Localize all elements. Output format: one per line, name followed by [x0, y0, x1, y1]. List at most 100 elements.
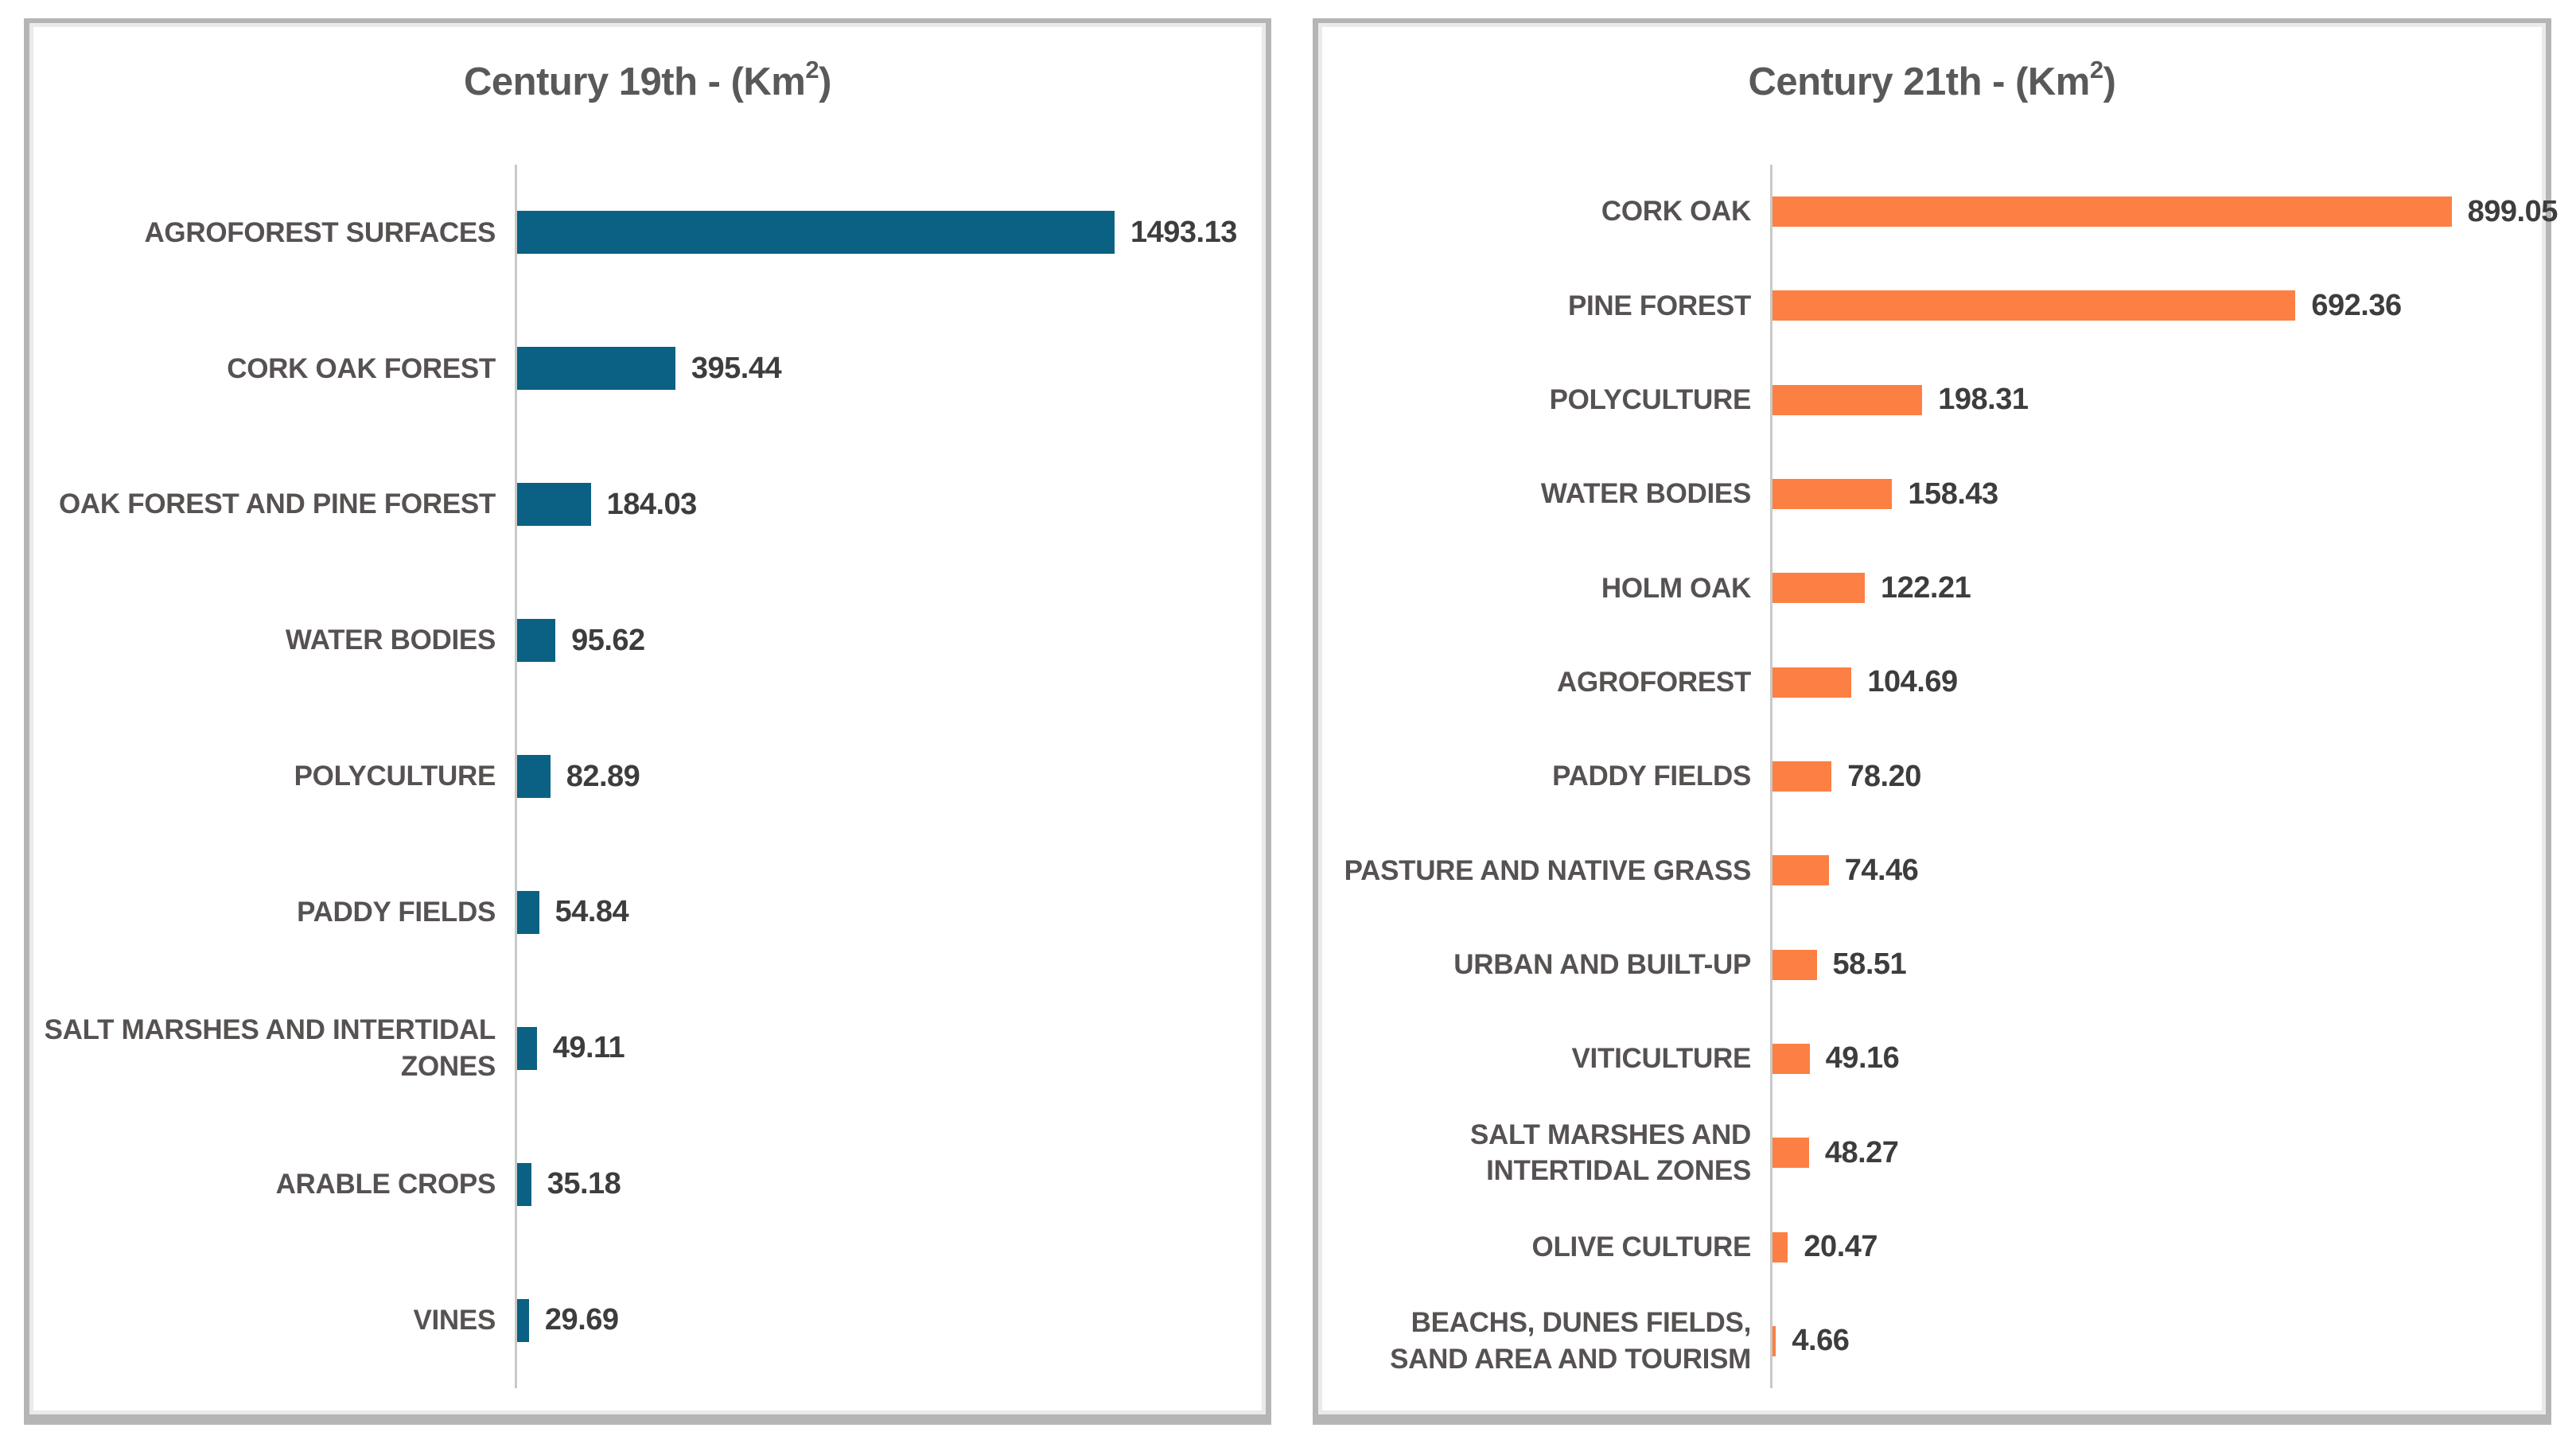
value-label: 54.84: [555, 895, 629, 929]
category-label: CORK OAK FOREST: [227, 352, 496, 384]
bar-row: HOLM OAK 122.21: [1328, 541, 2533, 635]
value-label: 82.89: [566, 759, 640, 793]
bar-track: 35.18: [515, 1116, 1253, 1252]
value-label: 29.69: [544, 1303, 619, 1337]
bar-row: BEACHS, DUNES FIELDS, SAND AREA AND TOUR…: [1328, 1294, 2533, 1388]
bar-row: CORK OAK 899.05: [1328, 165, 2558, 259]
bar-track: 122.21: [1770, 541, 2533, 635]
bar-track: 58.51: [1770, 918, 2533, 1012]
category-label: WATER BODIES: [1540, 478, 1751, 510]
value-label: 35.18: [547, 1167, 621, 1201]
bar-track: 49.11: [515, 980, 1253, 1116]
category-label: WATER BODIES: [285, 624, 496, 656]
chart-title-suffix: ): [819, 60, 831, 103]
bar: [1772, 949, 1817, 980]
value-label: 692.36: [2311, 288, 2402, 322]
category-label: URBAN AND BUILT-UP: [1453, 948, 1751, 980]
bar: [517, 1162, 531, 1206]
bar-row: WATER BODIES 95.62: [39, 573, 1253, 709]
bar-track: 198.31: [1770, 353, 2533, 447]
value-label: 104.69: [1867, 665, 1958, 699]
bar: [517, 755, 551, 798]
bar-track: 104.69: [1770, 636, 2533, 729]
chart-title-suffix: ): [2103, 60, 2116, 103]
bar: [1772, 479, 1893, 510]
bar-track: 20.47: [1770, 1200, 2533, 1294]
bar: [1772, 290, 2296, 321]
bar: [517, 483, 591, 527]
value-label: 122.21: [1881, 570, 1971, 605]
category-label: HOLM OAK: [1601, 572, 1751, 604]
category-label: SALT MARSHES AND INTERTIDAL ZONES: [44, 1014, 496, 1082]
value-label: 184.03: [606, 487, 698, 521]
bar-track: 899.05: [1770, 165, 2558, 259]
category-axis-line: [1770, 165, 1772, 1388]
value-label: 1493.13: [1130, 215, 1237, 249]
bar-row: POLYCULTURE 82.89: [39, 709, 1253, 845]
bar-row: OAK FOREST AND PINE FOREST 184.03: [39, 437, 1253, 573]
plot-area-century-19: AGROFOREST SURFACES 1493.13 CORK OAK FORES…: [39, 165, 1253, 1388]
bar: [517, 619, 556, 663]
bar-track: 95.62: [515, 573, 1253, 709]
value-label: 49.16: [1825, 1041, 1900, 1076]
bar-row: PINE FOREST 692.36: [1328, 259, 2533, 352]
bar-track: 74.46: [1770, 823, 2533, 917]
bar-track: 49.16: [1770, 1012, 2533, 1106]
category-axis-line: [515, 165, 517, 1388]
value-label: 58.51: [1832, 947, 1907, 982]
chart-title-century-19: Century 19th - (Km2): [29, 57, 1266, 104]
bar: [1772, 384, 1923, 415]
title-unit-superscript: 2: [805, 55, 819, 84]
bar: [517, 347, 675, 391]
bar-track: 395.44: [515, 301, 1253, 437]
value-label: 74.46: [1844, 853, 1919, 887]
bar: [1772, 1231, 1788, 1262]
bar-row: VINES 29.69: [39, 1252, 1253, 1388]
bar-row: AGROFOREST 104.69: [1328, 636, 2533, 729]
category-label: CORK OAK: [1601, 196, 1751, 228]
value-label: 49.11: [552, 1031, 625, 1065]
category-label: VINES: [413, 1304, 496, 1336]
value-label: 48.27: [1824, 1135, 1899, 1169]
bar-track: 48.27: [1770, 1106, 2533, 1200]
value-label: 95.62: [571, 623, 645, 657]
bar-track: 184.03: [515, 437, 1253, 573]
chart-title-text: Century 19th - (Km: [464, 60, 806, 103]
bar-row: ARABLE CROPS 35.18: [39, 1116, 1253, 1252]
bar-row: PASTURE AND NATIVE GRASS 74.46: [1328, 823, 2533, 917]
bar-track: 158.43: [1770, 447, 2533, 541]
bar-track: 78.20: [1770, 729, 2533, 823]
bar-row: PADDY FIELDS 78.20: [1328, 729, 2533, 823]
bar-row: AGROFOREST SURFACES 1493.13: [39, 165, 1253, 301]
bar-track: 1493.13: [515, 165, 1253, 301]
category-label: VITICULTURE: [1571, 1043, 1752, 1075]
category-label: POLYCULTURE: [294, 761, 496, 792]
bar: [1772, 855, 1829, 886]
bar-track: 4.66: [1770, 1294, 2533, 1388]
category-label: AGROFOREST SURFACES: [144, 216, 496, 248]
bar-row: WATER BODIES 158.43: [1328, 447, 2533, 541]
category-label: PADDY FIELDS: [297, 897, 496, 928]
value-label: 899.05: [2467, 194, 2558, 228]
bar-row: CORK OAK FOREST 395.44: [39, 301, 1253, 437]
bar: [1772, 667, 1852, 698]
bar-track: 692.36: [1770, 259, 2533, 352]
category-label: AGROFOREST: [1557, 666, 1751, 698]
bar-row: SALT MARSHES AND INTERTIDAL ZONES 49.11: [39, 980, 1253, 1116]
bar: [1772, 1325, 1776, 1356]
category-label: SALT MARSHES AND INTERTIDAL ZONES: [1470, 1118, 1751, 1187]
value-label: 4.66: [1792, 1324, 1850, 1358]
bar-row: SALT MARSHES AND INTERTIDAL ZONES 48.27: [1328, 1106, 2533, 1200]
bar: [517, 890, 539, 934]
bar: [1772, 1043, 1810, 1074]
bar-row: PADDY FIELDS 54.84: [39, 844, 1253, 980]
value-label: 20.47: [1804, 1230, 1878, 1264]
bar-track: 54.84: [515, 844, 1253, 980]
bar-track: 82.89: [515, 709, 1253, 845]
bar-track: 29.69: [515, 1252, 1253, 1388]
plot-area-century-21: CORK OAK 899.05 PINE FOREST 692.36 POLYCULTU…: [1328, 165, 2558, 1388]
title-unit-superscript: 2: [2089, 55, 2103, 84]
value-label: 158.43: [1908, 477, 1998, 511]
bar-row: VITICULTURE 49.16: [1328, 1012, 2533, 1106]
